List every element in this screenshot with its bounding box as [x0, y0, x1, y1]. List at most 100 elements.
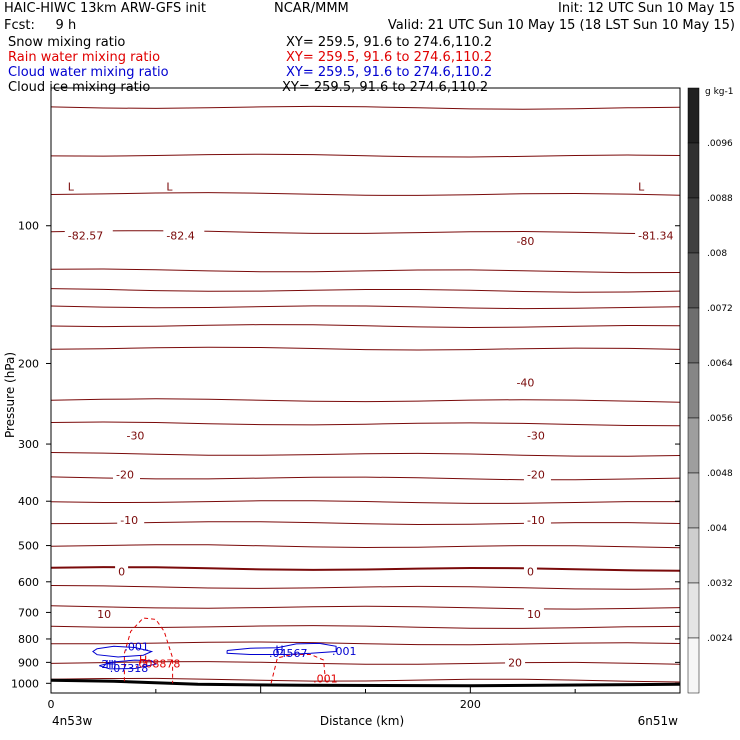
- isotherm-line: [50, 641, 681, 646]
- cloud-water-label: .001: [124, 640, 149, 653]
- cloud-water-label: .07318: [110, 662, 149, 675]
- colorbar-swatch: [687, 637, 700, 694]
- low-marker: L: [638, 180, 645, 193]
- temp-label: -30: [126, 429, 144, 442]
- temp-label: 0: [118, 566, 125, 579]
- rain-label: .008878: [135, 657, 181, 670]
- field-xy-rain: XY= 259.5, 91.6 to 274.6,110.2: [286, 50, 493, 65]
- field-name-cloud-water: Cloud water mixing ratio: [8, 65, 169, 80]
- cloud-water-contour: [99, 659, 157, 670]
- colorbar-tick-label: .004: [707, 524, 727, 534]
- cloud-water-label: 2H: [101, 658, 116, 671]
- cloud-water-label: H: [106, 658, 114, 671]
- temp-label-bg: [94, 607, 115, 620]
- cloud-water-label: .04567: [269, 647, 308, 660]
- rain-contour: [270, 654, 327, 684]
- isotherm-line: [50, 625, 681, 629]
- colorbar-tick-label: .0056: [707, 414, 733, 424]
- y-tick-label: 500: [18, 540, 39, 553]
- field-name-rain: Rain water mixing ratio: [8, 50, 161, 65]
- low-marker: L: [68, 180, 75, 193]
- isotherm-line: [50, 661, 681, 665]
- field-xy-cloud-water: XY= 259.5, 91.6 to 274.6,110.2: [286, 65, 493, 80]
- temp-label: -81.34: [638, 229, 673, 242]
- x-right-end-label: 6n51w: [638, 714, 679, 728]
- colorbar-tick-label: .0048: [707, 469, 733, 479]
- temp-label-bg: [163, 229, 205, 242]
- isotherm-line: [50, 288, 681, 293]
- temp-label: -10: [527, 514, 545, 527]
- colorbar-swatch: [687, 582, 700, 639]
- temp-label-bg: [635, 229, 684, 242]
- cloud-water-contour: [92, 645, 154, 658]
- isotherm-line: [50, 421, 681, 427]
- temp-label: 10: [527, 608, 541, 621]
- temp-label: -82.4: [166, 229, 194, 242]
- x-axis-label: Distance (km): [320, 714, 404, 728]
- surface-pressure-line: [50, 678, 681, 688]
- y-tick-label: 900: [18, 656, 39, 669]
- forecast-hour: Fcst: 9 h: [4, 18, 77, 33]
- temp-label-bg: [523, 468, 551, 481]
- temp-label: -40: [516, 376, 534, 389]
- isotherm-line: [50, 230, 681, 235]
- temp-label-bg: [513, 376, 541, 389]
- y-tick-label: 600: [18, 576, 39, 589]
- isotherm-line: [50, 476, 681, 481]
- x-tick-label: 0: [48, 698, 55, 711]
- colorbar-tick-label: .0024: [707, 634, 733, 644]
- colorbar-tick-label: .0064: [707, 359, 733, 369]
- isotherm-line: [50, 452, 681, 457]
- colorbar-tick-label: .0088: [707, 194, 733, 204]
- isotherm-line: [50, 105, 681, 110]
- rain-contour: [123, 617, 174, 684]
- colorbar-swatch: [687, 142, 700, 199]
- colorbar-swatch: [687, 307, 700, 364]
- init-time: Init: 12 UTC Sun 10 May 15: [558, 1, 735, 16]
- cloud-water-contour: [226, 642, 337, 655]
- temp-label-bg: [523, 607, 544, 620]
- field-name-snow: Snow mixing ratio: [8, 35, 126, 50]
- temp-label: -80: [516, 235, 534, 248]
- temp-label-bg: [523, 429, 551, 442]
- temp-label-bg: [64, 229, 113, 242]
- temp-label-bg: [523, 565, 537, 578]
- rain-label: .001: [313, 672, 338, 685]
- temp-label: -20: [527, 469, 545, 482]
- colorbar-tick-label: .0096: [707, 139, 733, 149]
- temp-label-bg: [115, 565, 129, 578]
- colorbar-swatch: [687, 362, 700, 419]
- y-tick-label: 300: [18, 438, 39, 451]
- isotherm-line: [50, 677, 681, 683]
- y-tick-label: 700: [18, 606, 39, 619]
- colorbar-swatch: [687, 87, 700, 144]
- isotherm-line: [50, 521, 681, 526]
- plot-frame: [50, 87, 681, 694]
- y-tick-label: 800: [18, 633, 39, 646]
- org-label: NCAR/MMM: [274, 1, 349, 16]
- temp-label: -82.57: [68, 229, 103, 242]
- isotherm-line: [50, 324, 681, 329]
- isotherm-line: [50, 566, 681, 572]
- y-tick-label: 400: [18, 495, 39, 508]
- y-tick-label: 200: [18, 357, 39, 370]
- isotherm-line: [50, 500, 680, 504]
- temp-label-bg: [117, 514, 145, 527]
- temp-label-bg: [513, 235, 541, 248]
- temp-label-bg: [123, 429, 151, 442]
- isotherm-line: [50, 398, 681, 403]
- temp-label: 10: [97, 608, 111, 621]
- y-tick-label: 100: [18, 220, 39, 233]
- colorbar-tick-label: .008: [707, 249, 727, 259]
- y-axis-label: Pressure (hPa): [3, 352, 17, 438]
- isotherm-line: [50, 544, 681, 549]
- model-title: HAIC-HIWC 13km ARW-GFS init: [4, 1, 206, 16]
- rain-label: H: [139, 654, 147, 667]
- temp-label-bg: [505, 656, 526, 669]
- temp-label-bg: [523, 514, 551, 527]
- x-left-end-label: 4n53w: [52, 714, 93, 728]
- colorbar-unit: g kg-1: [705, 87, 733, 97]
- temp-label: -30: [527, 429, 545, 442]
- temp-label-bg: [112, 468, 140, 481]
